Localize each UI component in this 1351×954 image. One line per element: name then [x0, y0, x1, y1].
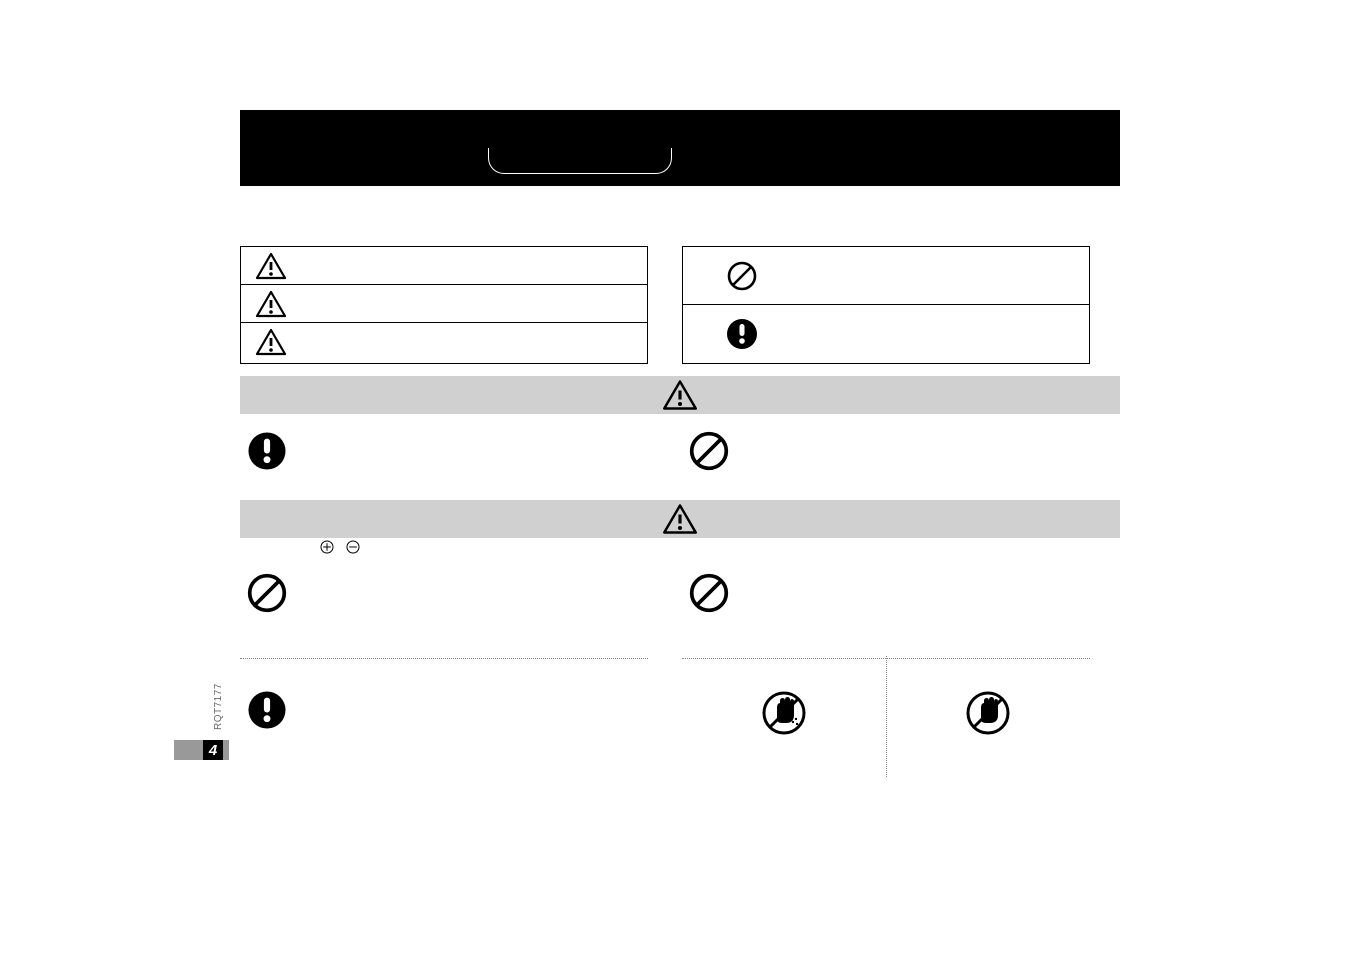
page-number-bar: 4 — [174, 740, 229, 760]
bottom-right — [682, 656, 1090, 737]
icon-legend — [240, 246, 1120, 364]
mandatory-icon — [725, 317, 759, 351]
warning-triangle-icon — [255, 328, 287, 356]
bottom-left — [240, 656, 648, 737]
table-row — [241, 323, 647, 361]
no-touch-icon — [964, 689, 1012, 737]
no-wet-hands-icon — [760, 689, 808, 737]
page-content — [240, 110, 1120, 737]
prohibit-icon — [688, 572, 730, 614]
warning-triangle-icon — [662, 503, 698, 535]
plus-circle-icon — [320, 540, 334, 554]
title-slot — [488, 148, 672, 174]
bottom-section — [240, 656, 1120, 737]
section-band — [240, 500, 1120, 538]
content-left — [240, 556, 648, 630]
section-content — [240, 414, 1120, 488]
content-right — [682, 556, 1090, 630]
doc-ref: RQT7177 — [213, 683, 224, 730]
mandatory-icon — [246, 430, 288, 472]
polarity-marks — [240, 538, 648, 556]
minus-circle-icon — [346, 540, 360, 554]
page-number: 4 — [203, 740, 223, 760]
table-row — [241, 247, 647, 285]
content-left — [240, 414, 648, 488]
page-sidebar: RQT7177 4 — [174, 680, 229, 760]
prohibit-icon — [246, 572, 288, 614]
legend-table-right — [682, 246, 1090, 364]
section-band — [240, 376, 1120, 414]
warning-triangle-icon — [255, 290, 287, 318]
warning-triangle-icon — [662, 379, 698, 411]
bottom-right-a — [682, 659, 886, 737]
mandatory-icon — [246, 689, 288, 731]
table-row — [683, 247, 1089, 305]
table-row — [683, 305, 1089, 363]
legend-table-left — [240, 246, 648, 364]
prohibit-icon — [725, 259, 759, 293]
bottom-right-b — [886, 659, 1090, 737]
warning-triangle-icon — [255, 252, 287, 280]
prohibit-icon — [688, 430, 730, 472]
content-right — [682, 414, 1090, 488]
title-bar — [240, 110, 1120, 186]
table-row — [241, 285, 647, 323]
